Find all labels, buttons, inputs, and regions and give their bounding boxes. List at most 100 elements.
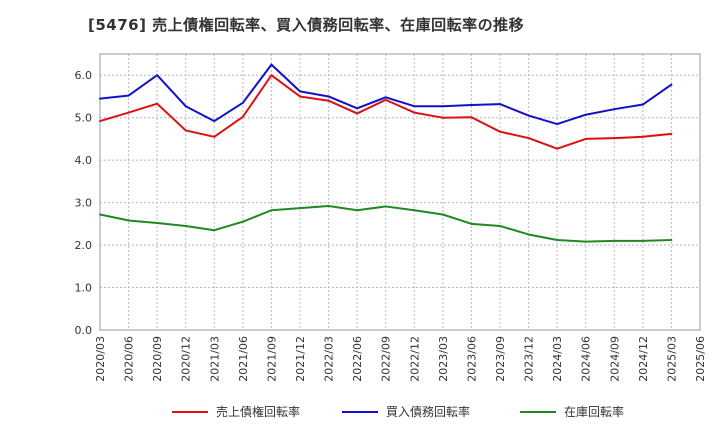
data-point xyxy=(556,123,559,126)
y-tick-label: 6.0 xyxy=(75,69,93,82)
data-point xyxy=(470,116,473,119)
data-point xyxy=(270,74,273,77)
data-point xyxy=(184,129,187,132)
data-point xyxy=(641,239,644,242)
data-point xyxy=(641,103,644,106)
x-tick-label: 2024/09 xyxy=(608,336,621,382)
data-point xyxy=(441,105,444,108)
data-point xyxy=(156,74,159,77)
data-point xyxy=(356,107,359,110)
data-point xyxy=(413,209,416,212)
data-point xyxy=(584,113,587,116)
data-point xyxy=(241,115,244,118)
data-point xyxy=(356,112,359,115)
data-point xyxy=(527,233,530,236)
data-point xyxy=(470,222,473,225)
data-point xyxy=(613,108,616,111)
x-tick-label: 2023/09 xyxy=(494,336,507,382)
data-point xyxy=(99,97,101,100)
x-tick-label: 2023/12 xyxy=(523,336,536,382)
data-point xyxy=(384,98,387,101)
data-point xyxy=(384,96,387,99)
data-point xyxy=(356,209,359,212)
plot-background xyxy=(100,54,700,330)
data-point xyxy=(184,105,187,108)
x-tick-label: 2021/09 xyxy=(265,336,278,382)
data-point xyxy=(527,137,530,140)
data-point xyxy=(670,238,673,241)
x-tick-label: 2020/12 xyxy=(180,336,193,382)
data-point xyxy=(641,135,644,138)
legend-label: 売上債権回転率 xyxy=(216,404,300,419)
x-tick-label: 2020/09 xyxy=(151,336,164,382)
x-tick-label: 2023/03 xyxy=(437,336,450,382)
data-point xyxy=(241,220,244,223)
data-point xyxy=(213,120,216,123)
data-point xyxy=(613,137,616,140)
data-point xyxy=(413,105,416,108)
data-point xyxy=(327,95,330,98)
data-point xyxy=(299,90,301,93)
data-point xyxy=(441,116,444,119)
x-tick-label: 2022/12 xyxy=(408,336,421,382)
data-point xyxy=(470,103,473,106)
data-point xyxy=(156,102,159,105)
x-tick-label: 2021/03 xyxy=(208,336,221,382)
data-point xyxy=(270,209,273,212)
data-point xyxy=(556,147,559,150)
data-point xyxy=(413,111,416,114)
x-tick-label: 2021/12 xyxy=(294,336,307,382)
x-tick-label: 2022/06 xyxy=(351,336,364,382)
x-tick-label: 2021/06 xyxy=(237,336,250,382)
chart-title: [5476] 売上債権回転率、買入債務回転率、在庫回転率の推移 xyxy=(88,16,525,34)
data-point xyxy=(127,94,130,97)
y-tick-label: 3.0 xyxy=(75,197,93,210)
data-point xyxy=(499,224,501,227)
data-point xyxy=(156,221,159,224)
data-point xyxy=(441,213,444,216)
data-point xyxy=(270,63,273,66)
data-point xyxy=(499,103,501,106)
legend-label: 在庫回転率 xyxy=(564,404,624,419)
data-point xyxy=(127,111,130,114)
plot-border xyxy=(99,53,701,331)
data-point xyxy=(584,137,587,140)
data-point xyxy=(327,205,330,208)
data-point xyxy=(613,239,616,242)
x-tick-label: 2025/03 xyxy=(665,336,678,382)
y-tick-label: 1.0 xyxy=(75,282,93,295)
y-tick-label: 2.0 xyxy=(75,239,93,252)
x-tick-label: 2020/03 xyxy=(94,336,107,382)
data-point xyxy=(99,213,101,216)
data-point xyxy=(241,101,244,104)
x-tick-label: 2025/06 xyxy=(694,336,707,382)
x-tick-label: 2024/12 xyxy=(637,336,650,382)
data-point xyxy=(213,135,216,138)
x-tick-label: 2022/03 xyxy=(323,336,336,382)
y-tick-label: 0.0 xyxy=(75,324,93,337)
legend-label: 買入債務回転率 xyxy=(386,404,470,419)
data-point xyxy=(670,83,673,86)
data-point xyxy=(299,207,301,210)
data-point xyxy=(327,99,330,102)
x-tick-label: 2024/06 xyxy=(580,336,593,382)
x-tick-label: 2022/09 xyxy=(380,336,393,382)
data-point xyxy=(213,229,216,232)
data-point xyxy=(527,114,530,117)
y-tick-label: 4.0 xyxy=(75,154,93,167)
data-point xyxy=(127,219,130,222)
x-tick-label: 2024/03 xyxy=(551,336,564,382)
x-tick-label: 2023/06 xyxy=(465,336,478,382)
data-point xyxy=(99,120,101,123)
data-point xyxy=(556,238,559,241)
data-point xyxy=(384,205,387,208)
y-tick-label: 5.0 xyxy=(75,112,93,125)
data-point xyxy=(299,95,301,98)
data-point xyxy=(670,132,673,135)
data-point xyxy=(184,224,187,227)
data-point xyxy=(499,130,501,133)
data-point xyxy=(584,240,587,243)
x-tick-label: 2020/06 xyxy=(123,336,136,382)
